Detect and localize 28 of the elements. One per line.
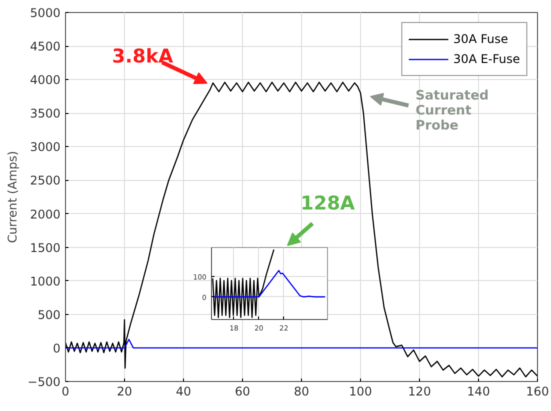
line-series bbox=[212, 270, 326, 298]
y-tick-label: 0 bbox=[52, 341, 61, 356]
y-tick-label: 1000 bbox=[30, 274, 61, 288]
annotation: Saturated Current Probe bbox=[416, 88, 489, 134]
x-tick-label: 120 bbox=[408, 384, 431, 398]
annotation: 3.8kA bbox=[112, 45, 174, 68]
y-tick-label: 5000 bbox=[30, 6, 61, 20]
x-tick-label: 160 bbox=[526, 384, 549, 398]
y-tick-label: 3500 bbox=[30, 106, 61, 121]
x-tick-label: 140 bbox=[467, 384, 490, 398]
x-tick-label: 80 bbox=[294, 384, 310, 398]
y-axis-title: Current (Amps) bbox=[6, 150, 20, 244]
y-tick-label: 4500 bbox=[30, 40, 61, 54]
y-tick-label: 2000 bbox=[30, 207, 61, 222]
y-tick-label: 4000 bbox=[30, 73, 61, 88]
annotation: 128A bbox=[300, 192, 356, 214]
y-tick-label: 500 bbox=[38, 308, 60, 322]
x-tick-label: 40 bbox=[176, 384, 192, 398]
x-tick-label: 20 bbox=[116, 384, 132, 398]
y-tick-label: 2500 bbox=[30, 174, 61, 188]
x-tick-label: 0 bbox=[62, 384, 70, 398]
y-tick-label: −500 bbox=[28, 375, 61, 389]
y-tick-label: 3000 bbox=[30, 140, 61, 154]
legend-label: 30A E-Fuse bbox=[453, 52, 520, 66]
x-tick-label: 100 bbox=[349, 384, 372, 398]
y-tick-label: 1500 bbox=[30, 240, 61, 255]
legend-label: 30A Fuse bbox=[453, 32, 508, 46]
x-tick-label: 60 bbox=[234, 384, 250, 398]
